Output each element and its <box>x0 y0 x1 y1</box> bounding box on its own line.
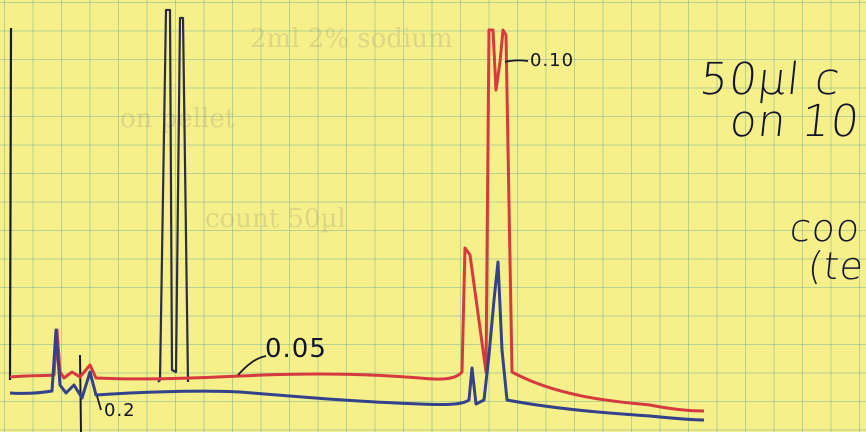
note-line-2: on 10 <box>727 96 863 147</box>
peak-label-010: 0.10 <box>530 50 575 71</box>
baseline-label-005: 0.05 <box>265 334 327 364</box>
start-label-02: 0.2 <box>104 400 136 421</box>
y-axis <box>8 27 13 381</box>
label-leader-005 <box>237 355 267 376</box>
label-leader-02 <box>96 395 102 411</box>
show-through-text: 2ml 2% sodium <box>250 24 453 54</box>
note-paren: (te <box>805 244 866 288</box>
tall-peak-dark <box>157 8 190 383</box>
show-through-text: on pellet <box>120 104 236 134</box>
label-leader-010 <box>504 59 529 63</box>
blue-trace <box>9 260 705 422</box>
show-through-text: count 50µl <box>205 204 346 234</box>
red-trace <box>9 28 705 413</box>
